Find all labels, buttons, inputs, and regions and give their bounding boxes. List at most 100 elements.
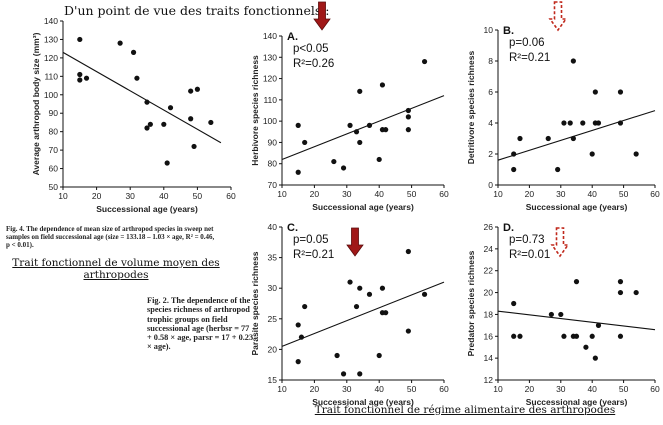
x-tick-label: 30	[556, 384, 566, 394]
chart-body-size: 10 20 30 40 50 60 50 60 70 80 90 100 110 120 130 140 Suc…	[31, 16, 236, 214]
y-axis-label: Parasite species richness	[250, 251, 260, 355]
data-point	[188, 116, 194, 122]
data-point	[592, 355, 598, 361]
data-point	[334, 352, 340, 359]
data-point	[161, 121, 167, 127]
data-point	[511, 166, 517, 173]
dashed-down-arrow-icon	[550, 227, 570, 258]
trait-size-label: Trait fonctionnel de volume moyen des ar…	[12, 257, 220, 281]
data-point	[347, 279, 353, 285]
p-value-label: p=0.05	[293, 234, 329, 246]
data-point	[366, 291, 373, 297]
y-axis-label: Detritivore species richness	[466, 51, 476, 165]
x-tick-label: 40	[587, 189, 597, 199]
x-tick-label: 50	[407, 384, 417, 394]
data-point	[517, 135, 523, 142]
y-tick-label: 120	[263, 74, 277, 84]
y-tick-label: 100	[263, 116, 277, 126]
x-tick-label: 20	[525, 189, 535, 199]
data-point	[573, 279, 580, 285]
data-point	[144, 125, 150, 131]
data-point	[573, 333, 580, 339]
data-point	[357, 285, 363, 291]
data-point	[589, 333, 595, 339]
data-point	[570, 58, 576, 64]
data-point	[134, 75, 140, 81]
y-tick-label: 140	[44, 16, 58, 26]
r2-label: R²=0.21	[509, 52, 550, 64]
data-point	[511, 300, 517, 307]
y-tick-label: 16	[484, 331, 494, 341]
y-tick-label: 130	[44, 34, 58, 44]
data-point	[511, 333, 517, 339]
data-point	[595, 120, 602, 126]
data-point	[353, 129, 360, 135]
regression-line	[497, 310, 656, 331]
y-tick-label: 10	[484, 25, 494, 35]
x-tick-label: 50	[407, 189, 417, 199]
y-tick-label: 120	[44, 53, 58, 63]
data-point	[405, 107, 411, 114]
x-tick-label: 30	[125, 191, 135, 201]
data-point	[353, 303, 360, 310]
section-heading: D'un point de vue des traits fonctionnel…	[64, 3, 330, 18]
fig2-caption: Fig. 2. The dependence of the species ri…	[147, 296, 254, 352]
data-point	[130, 49, 137, 55]
data-point	[77, 36, 83, 43]
x-tick-label: 60	[439, 384, 449, 394]
dashed-down-arrow-icon	[548, 1, 568, 32]
x-tick-label: 20	[310, 189, 320, 199]
y-axis-label: Average arthropod body size (mm³)	[31, 32, 41, 175]
y-tick-label: 140	[263, 31, 277, 41]
x-tick-label: 10	[493, 189, 503, 199]
y-tick-label: 110	[263, 95, 277, 105]
data-point	[347, 122, 353, 128]
trait-diet-label: Trait fonctionnel de régime alimentaire …	[314, 404, 616, 416]
down-arrow-icon	[313, 1, 331, 31]
data-point	[421, 291, 428, 297]
y-axis-label: Herbivore species richness	[250, 55, 260, 166]
x-axis-label: Successional age (years)	[96, 204, 198, 214]
p-value-label: p=0.73	[509, 234, 545, 246]
data-point	[405, 114, 411, 120]
data-point	[340, 371, 347, 377]
data-point	[340, 165, 347, 171]
y-tick-label: 25	[268, 314, 278, 324]
y-tick-label: 22	[484, 266, 494, 276]
panel-label: C.	[287, 222, 298, 234]
data-point	[567, 120, 573, 126]
data-point	[376, 352, 382, 359]
data-point	[295, 169, 301, 175]
chart-predator-richness: 10 20 30 40 50 60 12 14 16 18 20 22 24 26 Successional…	[466, 222, 660, 407]
data-point	[570, 135, 576, 142]
y-tick-label: 12	[484, 375, 494, 385]
x-tick-label: 40	[159, 191, 169, 201]
data-point	[366, 122, 373, 128]
data-point	[617, 120, 624, 126]
y-tick-label: 14	[484, 353, 494, 363]
y-tick-label: 15	[268, 375, 278, 385]
data-point	[83, 75, 90, 81]
y-tick-label: 80	[268, 159, 278, 169]
down-arrow-icon	[346, 227, 364, 257]
x-tick-label: 50	[193, 191, 203, 201]
data-point	[147, 121, 153, 127]
data-point	[383, 310, 389, 316]
x-axis-label: Successional age (years)	[526, 202, 628, 212]
data-point	[77, 77, 83, 83]
data-point	[295, 359, 301, 365]
data-point	[617, 289, 624, 296]
panel-label: D.	[503, 222, 514, 234]
x-axis-label: Successional age (years)	[526, 397, 628, 407]
panel-label: A.	[287, 31, 298, 43]
data-point	[164, 160, 170, 166]
regression-line	[281, 95, 445, 160]
chart-parasite-richness: 10 20 30 40 50 60 15 20 25 30 35 40 Successional age…	[250, 222, 449, 407]
data-point	[208, 119, 214, 126]
y-tick-label: 60	[49, 164, 59, 174]
data-point	[545, 135, 551, 142]
data-point	[191, 143, 197, 150]
x-axis-label: Successional age (years)	[312, 397, 414, 407]
y-tick-label: 35	[268, 253, 278, 263]
